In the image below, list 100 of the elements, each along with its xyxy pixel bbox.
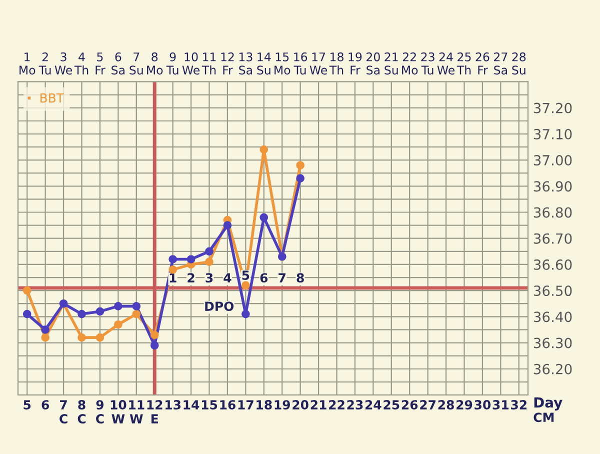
x-tick-label: 29 [456,400,472,410]
x2-tick-label: 17 We [310,52,328,75]
point [22,286,32,295]
x2-tick-label: 3 We [54,52,72,75]
point [41,333,50,342]
x-tick-label: 5 [24,400,31,410]
x2-tick-label: 19 Fr [348,52,362,74]
annotation: 3 [206,273,213,283]
annotation: 5 [242,270,250,280]
point [114,320,122,329]
x-tick-label: 6 [42,400,49,410]
y-tick-label: 36.70 [534,233,572,244]
x2-tick-label: 7 Su [130,52,143,75]
y-tick-label: 37.00 [534,155,572,166]
x-tick-label: 26 [402,400,418,410]
point [150,330,159,340]
x-tick-label: 20 [292,400,308,410]
x-tick-label: 28 [438,400,454,410]
x-tick-label: 23 [347,400,363,410]
x-tick-label: 22 [329,400,344,410]
point [260,145,268,154]
x-tick-label: 19 [274,400,290,410]
x2-tick-label: 28 Su [512,52,526,75]
point [205,247,214,256]
y-tick-label: 37.20 [534,102,572,114]
point [223,221,232,230]
annotation: 4 [224,273,232,282]
point [242,310,250,318]
x-tick-label: 18 [256,400,272,410]
x2-tick-label: 6 Sa [112,52,124,75]
x2-tick-label: 2 Tu [38,52,51,75]
x2-tick-label: 25 Th [456,52,471,74]
point [150,341,159,350]
x-tick-label: 21 [310,400,326,410]
x-tick-label: 15 [202,400,218,410]
x-tick-label: 11 W [129,400,144,424]
point [205,258,214,266]
point [186,255,196,264]
x-tick-label: 8 C [78,400,86,424]
point [168,266,177,274]
x-tick-label: 25 [384,400,400,410]
x2-tick-label: 9 Tu [166,52,178,75]
y-tick-label: 36.30 [534,338,572,348]
point [22,310,32,318]
x-tick-label: 31 [492,400,509,410]
point [41,326,50,334]
x-tick-label: 27 [420,400,436,410]
annotation: 7 [278,273,286,282]
y-tick-label: 36.40 [534,312,572,322]
x2-tick-label: 13 Sa [239,52,252,75]
x-tick-label: 9 C [96,400,104,424]
x2-tick-label: 1 Mo [20,52,36,75]
x2-tick-label: 27 Sa [494,52,508,75]
x-tick-label: 14 [184,400,200,410]
point [78,310,86,318]
x2-tick-label: 8 Mo [147,52,163,75]
text: CM [534,412,554,422]
x-tick-label: 32 [511,400,527,410]
x2-tick-label: 4 Th [74,52,88,74]
x2-tick-label: 18 Th [329,52,344,74]
x-tick-label: 12 E [147,400,162,424]
point [296,161,304,170]
annotation: 2 [188,273,194,282]
x2-tick-label: 26 Fr [476,52,490,74]
point [78,333,86,342]
y-tick-label: 37.10 [534,128,572,140]
y-tick-label: 36.20 [534,364,572,374]
legend-label: BBT [40,93,64,102]
x2-tick-label: 12 Fr [221,52,234,74]
x-tick-label: 24 [365,400,382,410]
x2-tick-label: 11 Th [202,52,216,74]
annotation: DPO [205,302,234,312]
x-tick-label: 10 W [110,400,126,424]
y-tick-label: 36.50 [534,286,572,296]
annotation: 8 [296,273,304,283]
x2-tick-label: 16 Tu [294,52,308,75]
x-axis-title: Day [534,397,562,410]
x2-tick-label: 14 Su [257,52,271,75]
y-tick-label: 36.90 [534,181,572,192]
annotation: 1 [170,273,176,282]
y-tick-label: 36.80 [534,207,572,218]
point [296,174,304,182]
x-tick-label: 13 [166,400,181,410]
x2-tick-label: 5 Fr [96,52,106,74]
point [96,333,104,342]
point [242,281,250,290]
y-tick-label: 36.60 [534,259,572,270]
x2-tick-label: 22 Mo [402,52,418,75]
x2-tick-label: 20 Sa [366,52,380,75]
point [260,213,268,222]
x-tick-label: 16 [220,400,236,410]
point [132,310,141,318]
point [132,302,141,310]
x2-tick-label: 15 Mo [274,52,290,75]
x2-tick-label: 21 Su [384,52,398,75]
point [96,307,104,316]
annotation: 6 [260,273,268,283]
x-tick-label: 30 [474,400,491,410]
x-tick-label: 7 C [60,400,68,424]
point [168,255,177,264]
